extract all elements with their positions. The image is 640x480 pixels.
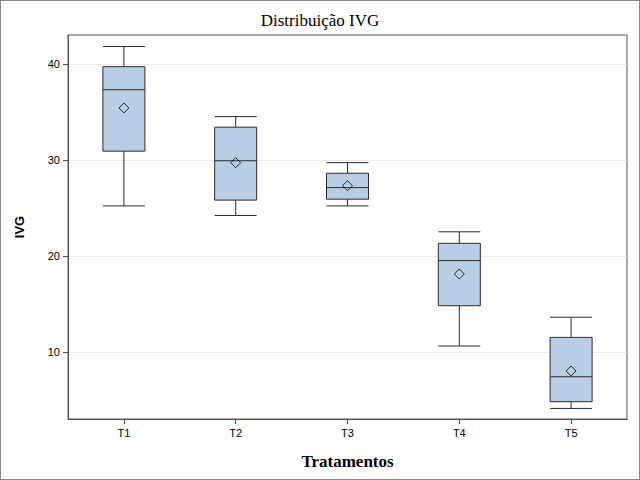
svg-text:T2: T2: [229, 427, 242, 439]
svg-text:30: 30: [48, 154, 60, 166]
svg-text:T5: T5: [565, 427, 578, 439]
svg-text:T1: T1: [117, 427, 130, 439]
svg-text:Tratamentos: Tratamentos: [301, 452, 394, 471]
svg-text:IVG: IVG: [12, 216, 27, 238]
svg-text:T4: T4: [453, 427, 466, 439]
svg-text:10: 10: [48, 346, 60, 358]
svg-text:T3: T3: [341, 427, 354, 439]
svg-text:40: 40: [48, 58, 60, 70]
svg-text:20: 20: [48, 250, 60, 262]
svg-text:Distribuição IVG: Distribuição IVG: [261, 11, 380, 30]
